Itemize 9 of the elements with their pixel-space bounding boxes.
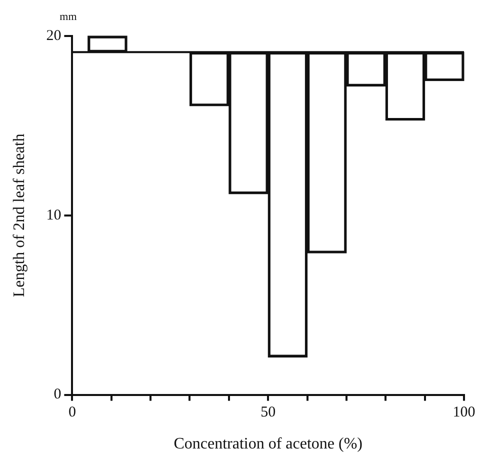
x-axis-title: Concentration of acetone (%): [174, 436, 363, 453]
x-tick-label: 0: [68, 404, 76, 421]
y-tick-label: 20: [46, 28, 62, 44]
y-tick-label: 0: [54, 386, 62, 403]
text: mm: [60, 11, 78, 23]
y-tick-label: 10: [46, 207, 62, 224]
x-tick-label: 50: [260, 404, 276, 421]
y-axis-title: Length of 2nd leaf sheath: [10, 134, 28, 298]
x-tick-label: 100: [452, 404, 476, 421]
